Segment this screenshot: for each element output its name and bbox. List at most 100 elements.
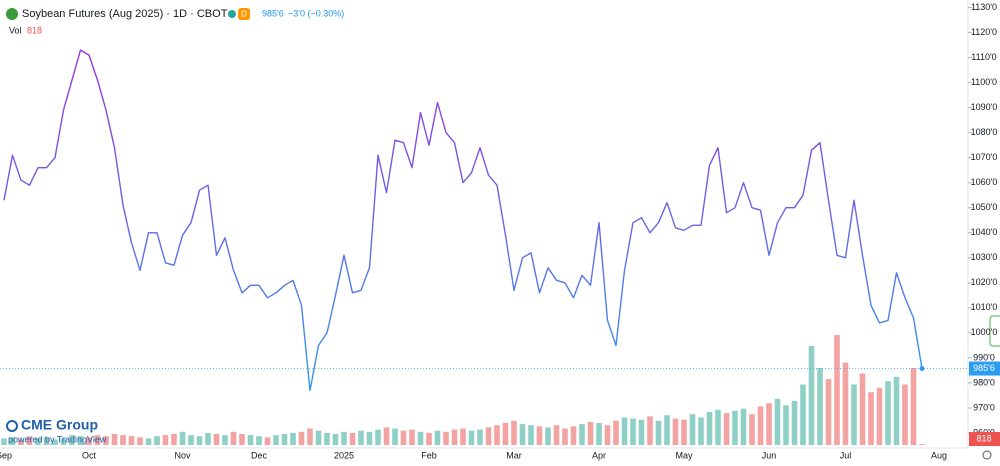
volume-bar bbox=[800, 384, 806, 445]
side-widget[interactable] bbox=[989, 315, 1000, 347]
volume-bar bbox=[222, 435, 228, 445]
volume-bar bbox=[375, 429, 381, 445]
volume-bar bbox=[468, 430, 475, 445]
y-tick-label: 1130'0 bbox=[971, 2, 997, 12]
volume-bar bbox=[332, 434, 339, 445]
volume-bar bbox=[587, 421, 594, 445]
volume-bar bbox=[893, 376, 900, 445]
y-tick-label: 990'0 bbox=[973, 352, 995, 362]
volume-bar bbox=[545, 427, 551, 445]
volume-bar bbox=[723, 413, 730, 445]
volume-bar bbox=[400, 430, 407, 445]
volume-bar bbox=[715, 409, 721, 445]
volume-bar bbox=[358, 430, 364, 445]
x-tick-label: Sep bbox=[0, 450, 12, 460]
volume-bar bbox=[910, 368, 917, 445]
volume-bar bbox=[749, 414, 755, 445]
volume-value: 818 bbox=[27, 25, 42, 35]
plot bbox=[0, 49, 968, 392]
volume-bar bbox=[69, 435, 75, 445]
volume-bar bbox=[120, 435, 126, 445]
volume-bar bbox=[528, 425, 534, 445]
volume-bar bbox=[638, 419, 645, 445]
volume-bar bbox=[681, 419, 687, 445]
volume-bar bbox=[298, 431, 305, 445]
volume-bar bbox=[562, 428, 568, 445]
volume-bar bbox=[307, 428, 313, 445]
volume-bar bbox=[698, 417, 704, 445]
volume-bar bbox=[732, 410, 738, 445]
volume-bar bbox=[579, 424, 585, 445]
symbol-logo bbox=[6, 8, 18, 20]
last-price-tag: 985'6 bbox=[973, 363, 995, 373]
legend-header: Soybean Futures (Aug 2025) · 1D · CBOT D… bbox=[6, 8, 344, 35]
volume-tag: 818 bbox=[976, 433, 991, 443]
volume-bar bbox=[706, 412, 713, 445]
volume-bar bbox=[774, 398, 781, 445]
volume-bar bbox=[366, 431, 373, 445]
volume-bar bbox=[885, 381, 891, 445]
volume-label: Vol bbox=[9, 25, 22, 35]
y-tick-label: 1020'0 bbox=[971, 277, 998, 287]
volume-bar bbox=[26, 436, 33, 445]
volume-bar bbox=[766, 403, 772, 445]
volume-bar bbox=[43, 437, 50, 445]
volume-bar bbox=[689, 414, 696, 445]
volume-bar bbox=[902, 384, 908, 445]
volume-bar bbox=[409, 429, 415, 445]
volume-bar bbox=[60, 438, 67, 445]
volume-bar bbox=[825, 379, 832, 445]
x-tick-label: Aug bbox=[931, 450, 947, 460]
volume-bar bbox=[494, 425, 500, 445]
brand-name: CME Group bbox=[21, 417, 98, 433]
volume-bar bbox=[842, 362, 849, 445]
volume-bar bbox=[876, 387, 883, 445]
volume-bar bbox=[239, 434, 245, 445]
volume-bar bbox=[1, 438, 7, 445]
volume-bar bbox=[604, 425, 611, 445]
volume-bar bbox=[740, 408, 747, 445]
volume-bar bbox=[817, 368, 823, 445]
volume-bar bbox=[664, 415, 670, 445]
y-tick-label: 1120'0 bbox=[971, 27, 997, 37]
volume-bar bbox=[519, 424, 526, 445]
volume-bar bbox=[86, 437, 92, 445]
volume-bar bbox=[128, 436, 135, 445]
last-price: 985'6 bbox=[262, 8, 284, 18]
y-tick-label: 1090'0 bbox=[971, 102, 998, 112]
x-tick-label: Apr bbox=[592, 450, 606, 460]
x-tick-label: Mar bbox=[506, 450, 522, 460]
volume-bar bbox=[103, 436, 109, 445]
y-tick-label: 1060'0 bbox=[971, 177, 998, 187]
last-point bbox=[919, 366, 925, 372]
branding: CME Group powered by TradingView bbox=[6, 417, 107, 444]
volume-bar bbox=[834, 335, 840, 445]
y-tick-label: 1070'0 bbox=[971, 152, 998, 162]
x-tick-label: Oct bbox=[82, 450, 97, 460]
volume-bar bbox=[851, 384, 857, 445]
volume-bar bbox=[383, 427, 390, 445]
volume-bar bbox=[145, 438, 152, 445]
y-tick-label: 1010'0 bbox=[971, 302, 998, 312]
volume-bar bbox=[290, 432, 296, 445]
volume-bar bbox=[426, 432, 432, 445]
brand-powered: powered by TradingView bbox=[8, 434, 107, 444]
volume-bar bbox=[213, 434, 220, 445]
badge-bg bbox=[238, 8, 250, 20]
x-tick-label: Feb bbox=[421, 450, 437, 460]
volume-bar bbox=[434, 430, 441, 445]
badge: D bbox=[241, 10, 247, 19]
volume-bar bbox=[485, 427, 492, 445]
price-line bbox=[3, 49, 923, 392]
volume-bar bbox=[281, 434, 288, 445]
change: −3'0 (−0.30%) bbox=[288, 8, 344, 18]
y-tick-label: 1080'0 bbox=[971, 127, 998, 137]
volume-bar bbox=[162, 435, 169, 445]
volume-bar bbox=[647, 416, 653, 445]
y-tick-label: 1040'0 bbox=[971, 227, 998, 237]
settings-icon[interactable] bbox=[982, 450, 992, 460]
volume-bar bbox=[570, 426, 577, 445]
volume-bar bbox=[443, 431, 449, 445]
volume-bar bbox=[757, 406, 764, 445]
